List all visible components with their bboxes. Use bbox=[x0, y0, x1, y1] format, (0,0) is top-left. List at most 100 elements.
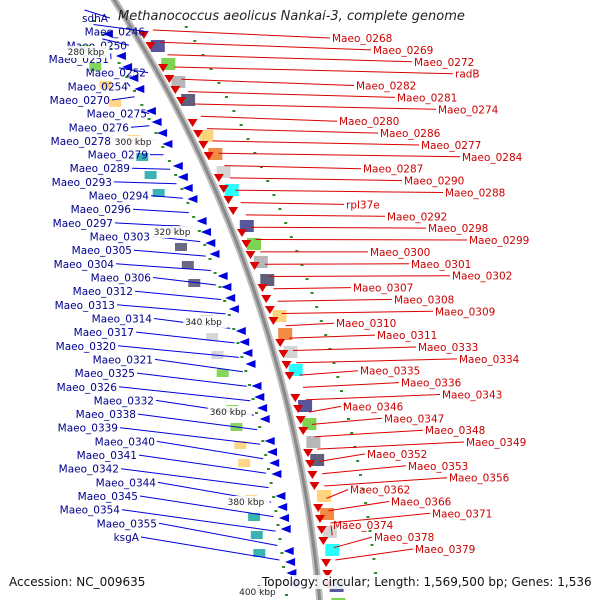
gene-label-left: Maeo_0254 bbox=[68, 81, 129, 93]
gene-label-right: Maeo_0287 bbox=[363, 164, 423, 176]
tick-mark bbox=[228, 314, 231, 316]
forward-gene-arrow bbox=[201, 228, 211, 236]
accession-label: Accession: NC_009635 bbox=[9, 575, 145, 589]
reverse-gene-arrow bbox=[318, 537, 328, 545]
forward-gene-arrow bbox=[229, 305, 239, 313]
gene-label-left: Maeo_0326 bbox=[57, 382, 118, 394]
leader-line-right bbox=[251, 227, 426, 228]
leader-line-right bbox=[289, 335, 375, 338]
reverse-gene-arrow bbox=[298, 427, 308, 435]
leader-line-left bbox=[116, 264, 211, 271]
tick-mark bbox=[266, 180, 269, 182]
gene-label-right: Maeo_0379 bbox=[415, 544, 475, 556]
gene-label-right: Maeo_0274 bbox=[438, 104, 499, 116]
gene-label-left: Maeo_0312 bbox=[73, 286, 133, 298]
tick-mark bbox=[279, 538, 282, 540]
tick-mark bbox=[118, 62, 121, 64]
gene-label-left: ksgA bbox=[114, 532, 140, 544]
leader-line-left bbox=[136, 332, 235, 343]
gene-label-right: Maeo_0366 bbox=[391, 497, 452, 509]
gene-label-left: Maeo_0276 bbox=[69, 122, 130, 134]
leader-line-right bbox=[296, 359, 457, 363]
leader-line-left bbox=[133, 209, 189, 212]
tick-mark bbox=[236, 342, 239, 344]
tick-mark bbox=[267, 468, 270, 470]
reverse-gene-arrow bbox=[309, 482, 319, 490]
gc-block bbox=[251, 531, 263, 539]
tick-mark bbox=[174, 174, 177, 176]
leader-line-left bbox=[131, 126, 150, 128]
forward-gene-arrow bbox=[252, 382, 262, 390]
gene-label-left: Maeo_0340 bbox=[95, 436, 155, 448]
tick-mark bbox=[247, 138, 250, 140]
tick-mark bbox=[366, 516, 369, 518]
tick-mark bbox=[185, 26, 188, 28]
gc-block bbox=[306, 436, 320, 448]
gene-label-right: Maeo_0378 bbox=[374, 532, 434, 544]
scale-label: 380 kbp bbox=[228, 498, 265, 508]
gene-label-right: Maeo_0371 bbox=[432, 508, 492, 520]
gene-label-right: Maeo_0290 bbox=[404, 176, 464, 188]
leader-line-left bbox=[157, 441, 263, 458]
gene-label-left: Maeo_0354 bbox=[60, 505, 121, 517]
tick-mark bbox=[324, 334, 327, 336]
reverse-gene-arrow bbox=[228, 207, 238, 215]
leader-line-right bbox=[322, 466, 406, 474]
leader-line-right bbox=[224, 166, 361, 169]
leader-line-right bbox=[312, 418, 382, 424]
gene-label-right: Maeo_0280 bbox=[339, 116, 399, 128]
gene-label-right: Maeo_0348 bbox=[425, 425, 485, 437]
leader-line-right bbox=[230, 178, 402, 181]
tick-mark bbox=[284, 222, 287, 224]
tick-mark bbox=[285, 594, 288, 596]
forward-gene-arrow bbox=[116, 52, 126, 60]
gc-block bbox=[325, 544, 339, 556]
leader-line-right bbox=[303, 383, 399, 388]
gene-label-right: Maeo_0333 bbox=[418, 342, 478, 354]
gc-block bbox=[151, 40, 165, 52]
reverse-gene-arrow bbox=[257, 284, 267, 292]
gene-label-right: Maeo_0310 bbox=[336, 318, 396, 330]
map-title: Methanococcus aeolicus Nankai-3, complet… bbox=[118, 9, 465, 24]
gc-block bbox=[145, 171, 157, 179]
gene-label-right: Maeo_0281 bbox=[397, 92, 457, 104]
leader-line-right bbox=[315, 430, 423, 437]
forward-gene-arrow bbox=[285, 558, 295, 566]
gc-block bbox=[109, 99, 121, 107]
leader-line-left bbox=[132, 168, 170, 169]
forward-gene-arrow bbox=[236, 327, 246, 335]
leader-line-right bbox=[334, 537, 372, 548]
tick-mark bbox=[264, 454, 267, 456]
gene-label-left: Maeo_0293 bbox=[52, 177, 112, 189]
gene-label-right: Maeo_0309 bbox=[435, 306, 495, 318]
tick-mark bbox=[209, 258, 212, 260]
gene-label-right: Maeo_0343 bbox=[442, 390, 502, 402]
tick-mark bbox=[356, 460, 359, 462]
gene-label-right: Maeo_0302 bbox=[452, 271, 512, 283]
gene-label-right: Maeo_0349 bbox=[466, 437, 526, 449]
tick-mark bbox=[219, 286, 222, 288]
leader-line-right bbox=[153, 30, 330, 38]
gc-block bbox=[175, 243, 187, 251]
tick-mark bbox=[186, 202, 189, 204]
gene-label-right: Maeo_0300 bbox=[370, 247, 430, 259]
tick-mark bbox=[280, 552, 283, 554]
leader-line-right bbox=[219, 153, 460, 157]
gene-label-left: Maeo_0345 bbox=[78, 491, 138, 503]
leader-line-right bbox=[207, 129, 378, 134]
scale-label: 400 kbp bbox=[239, 588, 276, 598]
scale-label: 320 kbp bbox=[154, 228, 191, 238]
gene-label-right: rpl37e bbox=[346, 199, 380, 211]
gc-block bbox=[317, 490, 331, 502]
tick-mark bbox=[223, 300, 226, 302]
reverse-gene-arrow bbox=[223, 196, 233, 204]
scale-label: 360 kbp bbox=[210, 408, 247, 418]
tick-mark bbox=[272, 496, 275, 498]
gene-label-left: Maeo_0338 bbox=[76, 409, 136, 421]
forward-gene-arrow bbox=[187, 195, 197, 203]
gene-label-right: Maeo_0362 bbox=[350, 485, 410, 497]
tick-mark bbox=[340, 390, 343, 392]
gene-label-left: Maeo_0275 bbox=[87, 109, 147, 121]
tick-mark bbox=[148, 118, 151, 120]
